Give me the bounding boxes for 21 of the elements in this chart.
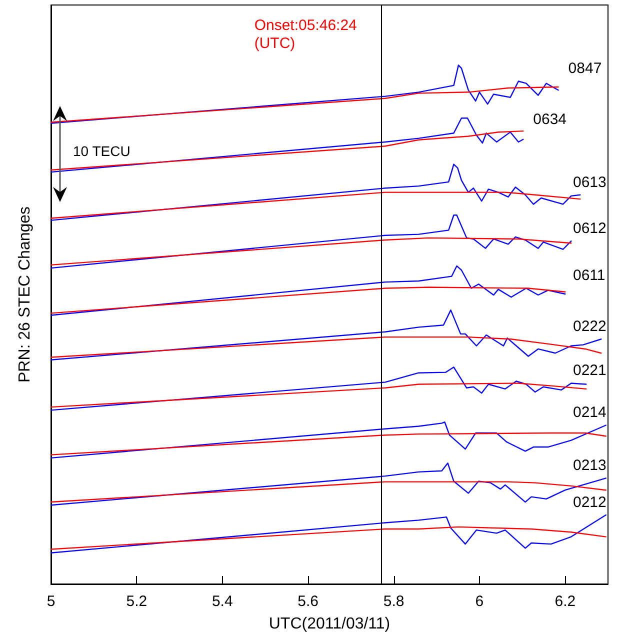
series-label: 0212	[573, 494, 606, 512]
x-tick-label: 5.6	[298, 593, 319, 610]
series-label: 0611	[573, 267, 606, 286]
text: Onset:05:46:24 (UTC)	[254, 17, 357, 53]
x-tick-label: 5.2	[126, 593, 148, 610]
series-label: 0634	[533, 111, 567, 130]
x-axis-title: UTC(2011/03/11)	[268, 616, 390, 632]
series-label: 0213	[573, 457, 606, 476]
y-axis-title: PRN: 26 STEC Changes	[16, 206, 34, 383]
series-label: 0613	[573, 174, 606, 192]
x-tick-label: 5	[46, 593, 56, 610]
series-label: 0222	[573, 318, 606, 336]
x-tick-label: 6	[475, 593, 484, 610]
series-label: 0214	[573, 404, 606, 422]
series-label: 0612	[573, 220, 606, 238]
annotation: 10 TECU	[73, 142, 130, 160]
series-label: 0221	[573, 362, 606, 380]
x-tick-label: 5.4	[212, 593, 233, 610]
series-label: 0847	[568, 60, 602, 78]
x-tick-label: 5.8	[383, 593, 404, 610]
x-tick-label: 6.2	[554, 593, 576, 610]
